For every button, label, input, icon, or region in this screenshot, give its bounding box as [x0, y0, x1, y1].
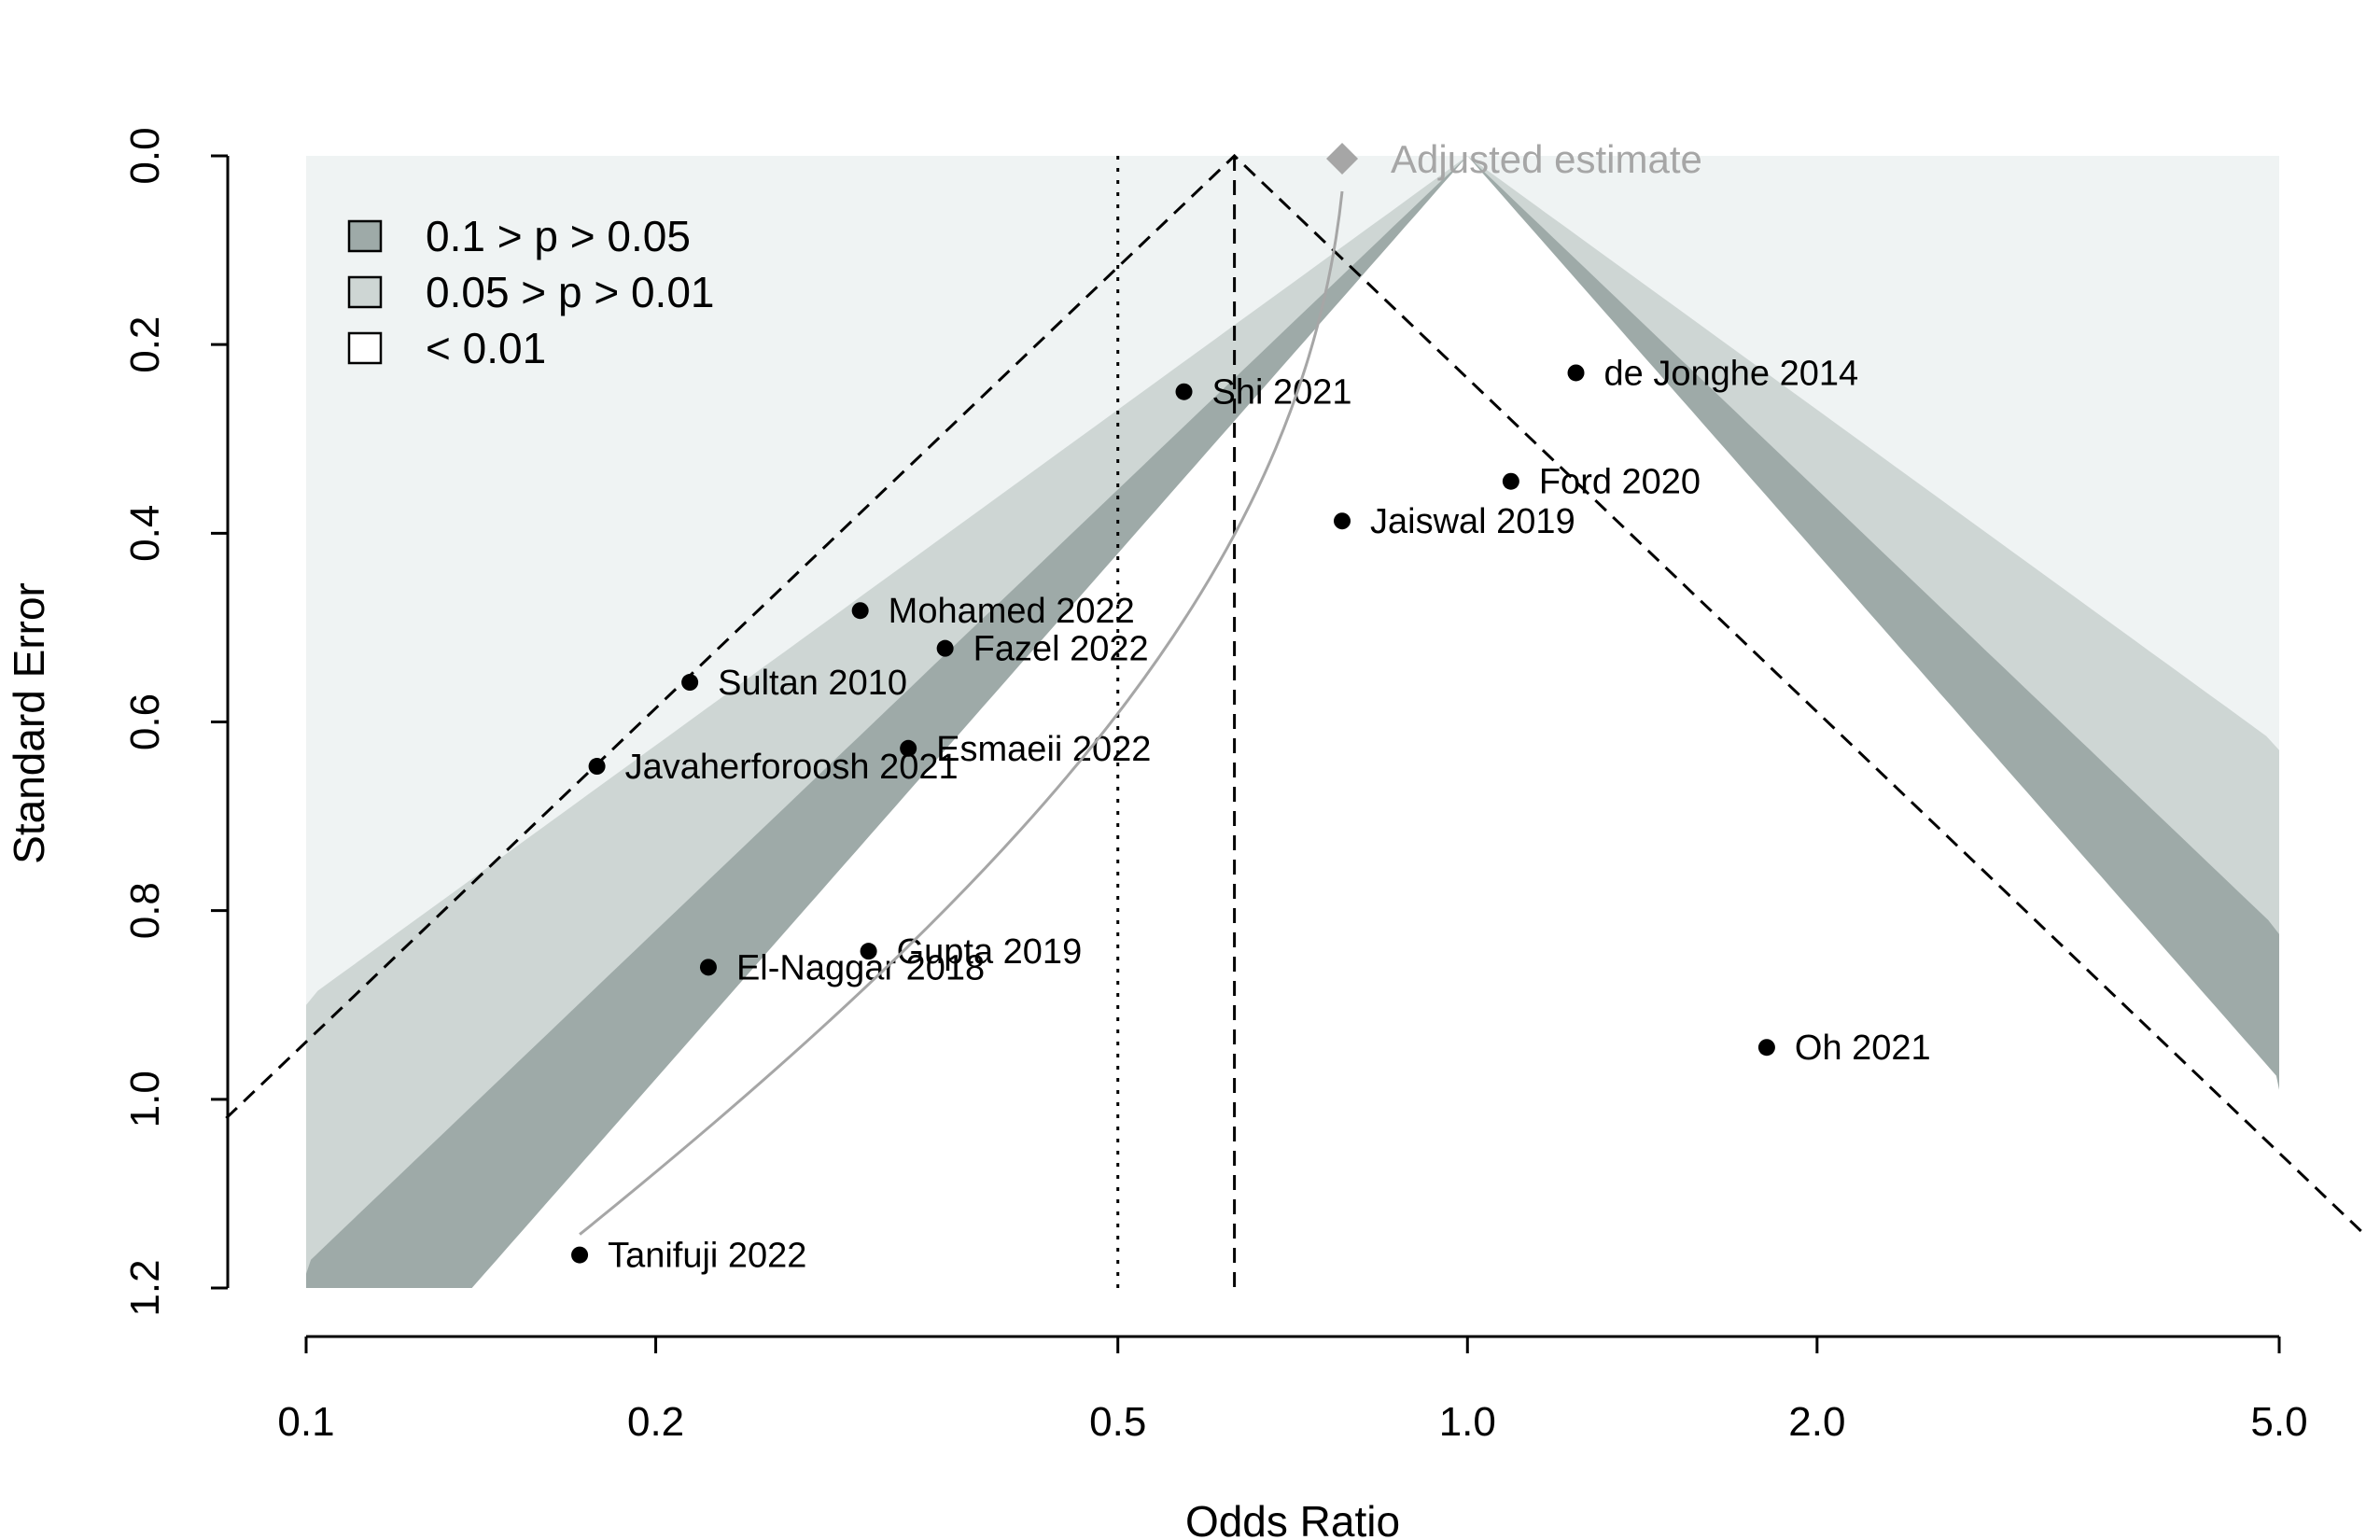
study-point — [1757, 1039, 1775, 1057]
study-point — [1502, 472, 1519, 490]
x-tick-label: 0.5 — [1089, 1399, 1146, 1445]
study-label: de Jonghe 2014 — [1604, 354, 1859, 393]
x-tick-label: 1.0 — [1439, 1399, 1496, 1445]
study-point — [1567, 364, 1585, 382]
study-label: Oh 2021 — [1795, 1029, 1931, 1068]
y-tick-label: 0.8 — [122, 882, 168, 939]
study-label: Ford 2020 — [1539, 463, 1701, 502]
legend-swatch — [347, 219, 383, 253]
study-point — [1175, 383, 1193, 400]
study-label: Shi 2021 — [1212, 373, 1352, 413]
study-label: Fazel 2022 — [973, 630, 1149, 669]
study-point — [936, 639, 954, 657]
x-tick-label: 0.2 — [627, 1399, 684, 1445]
y-tick-label: 0.6 — [122, 693, 168, 750]
adjustment-curve — [579, 190, 1344, 1236]
study-label: Tanifuji 2022 — [608, 1237, 806, 1276]
legend-label: < 0.01 — [426, 324, 546, 372]
x-tick-label: 0.1 — [277, 1399, 334, 1445]
y-tick-label: 0.2 — [122, 316, 168, 373]
study-label: Sultan 2010 — [718, 664, 907, 703]
y-tick-label: 1.0 — [122, 1071, 168, 1127]
significance-contour-regions — [306, 156, 2280, 1288]
legend-swatch — [347, 331, 383, 365]
y-tick-label: 1.2 — [122, 1259, 168, 1316]
region-p-lt-0.01 — [471, 156, 2280, 1288]
adjusted-estimate-marker — [1326, 143, 1359, 175]
study-point — [860, 943, 877, 960]
x-tick-label: 5.0 — [2250, 1399, 2307, 1445]
legend-label: 0.1 > p > 0.05 — [426, 212, 691, 260]
legend-swatch — [347, 275, 383, 309]
axes: 0.0 0.2 0.4 0.6 0.8 1.0 1.2 0.1 0.2 0.5 1.0 2.0 5.0 — [122, 127, 2308, 1445]
adjusted-estimate-group: Adjusted estimate — [579, 137, 1702, 1236]
adjusted-estimate-label: Adjusted estimate — [1391, 137, 1702, 181]
study-point — [1334, 512, 1351, 530]
legend: 0.1 > p > 0.05 0.05 > p > 0.01 < 0.01 — [347, 212, 715, 372]
x-tick-label: 2.0 — [1788, 1399, 1845, 1445]
legend-label: 0.05 > p > 0.01 — [426, 268, 715, 316]
study-point — [588, 758, 606, 776]
y-axis-label: Standard Error — [5, 582, 53, 864]
study-point — [681, 674, 699, 692]
reference-lines — [225, 153, 2363, 1288]
study-label: El-Naggar 2018 — [736, 948, 985, 987]
study-point — [900, 739, 917, 757]
pseudo-confidence-funnel — [225, 153, 2363, 1233]
study-point — [571, 1246, 589, 1264]
study-label: Gupta 2019 — [897, 932, 1083, 972]
study-label: Javaherforoosh 2021 — [625, 748, 959, 787]
study-label: Mohamed 2022 — [889, 592, 1135, 631]
study-point — [851, 602, 869, 620]
study-label: Jaiswal 2019 — [1370, 502, 1575, 541]
study-label: Esmaeii 2022 — [936, 730, 1151, 769]
y-tick-label: 0.4 — [122, 505, 168, 562]
study-point — [699, 959, 717, 976]
y-tick-label: 0.0 — [122, 127, 168, 184]
x-axis-label: Odds Ratio — [1185, 1497, 1400, 1540]
